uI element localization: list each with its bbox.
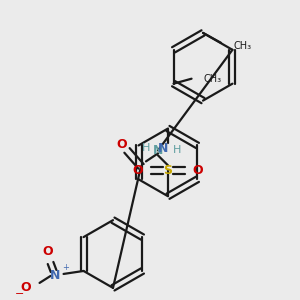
- Text: −: −: [15, 289, 24, 299]
- Text: O: O: [193, 164, 203, 177]
- Text: O: O: [20, 281, 31, 294]
- Text: CH₃: CH₃: [233, 41, 251, 51]
- Text: S: S: [164, 164, 172, 177]
- Text: CH₃: CH₃: [204, 74, 222, 84]
- Text: N: N: [158, 142, 168, 155]
- Text: H: H: [142, 143, 150, 153]
- Text: N: N: [153, 144, 163, 157]
- Text: O: O: [42, 244, 53, 257]
- Text: O: O: [133, 164, 143, 177]
- Text: +: +: [62, 263, 69, 272]
- Text: H: H: [173, 146, 181, 155]
- Text: N: N: [50, 269, 61, 282]
- Text: O: O: [117, 138, 127, 151]
